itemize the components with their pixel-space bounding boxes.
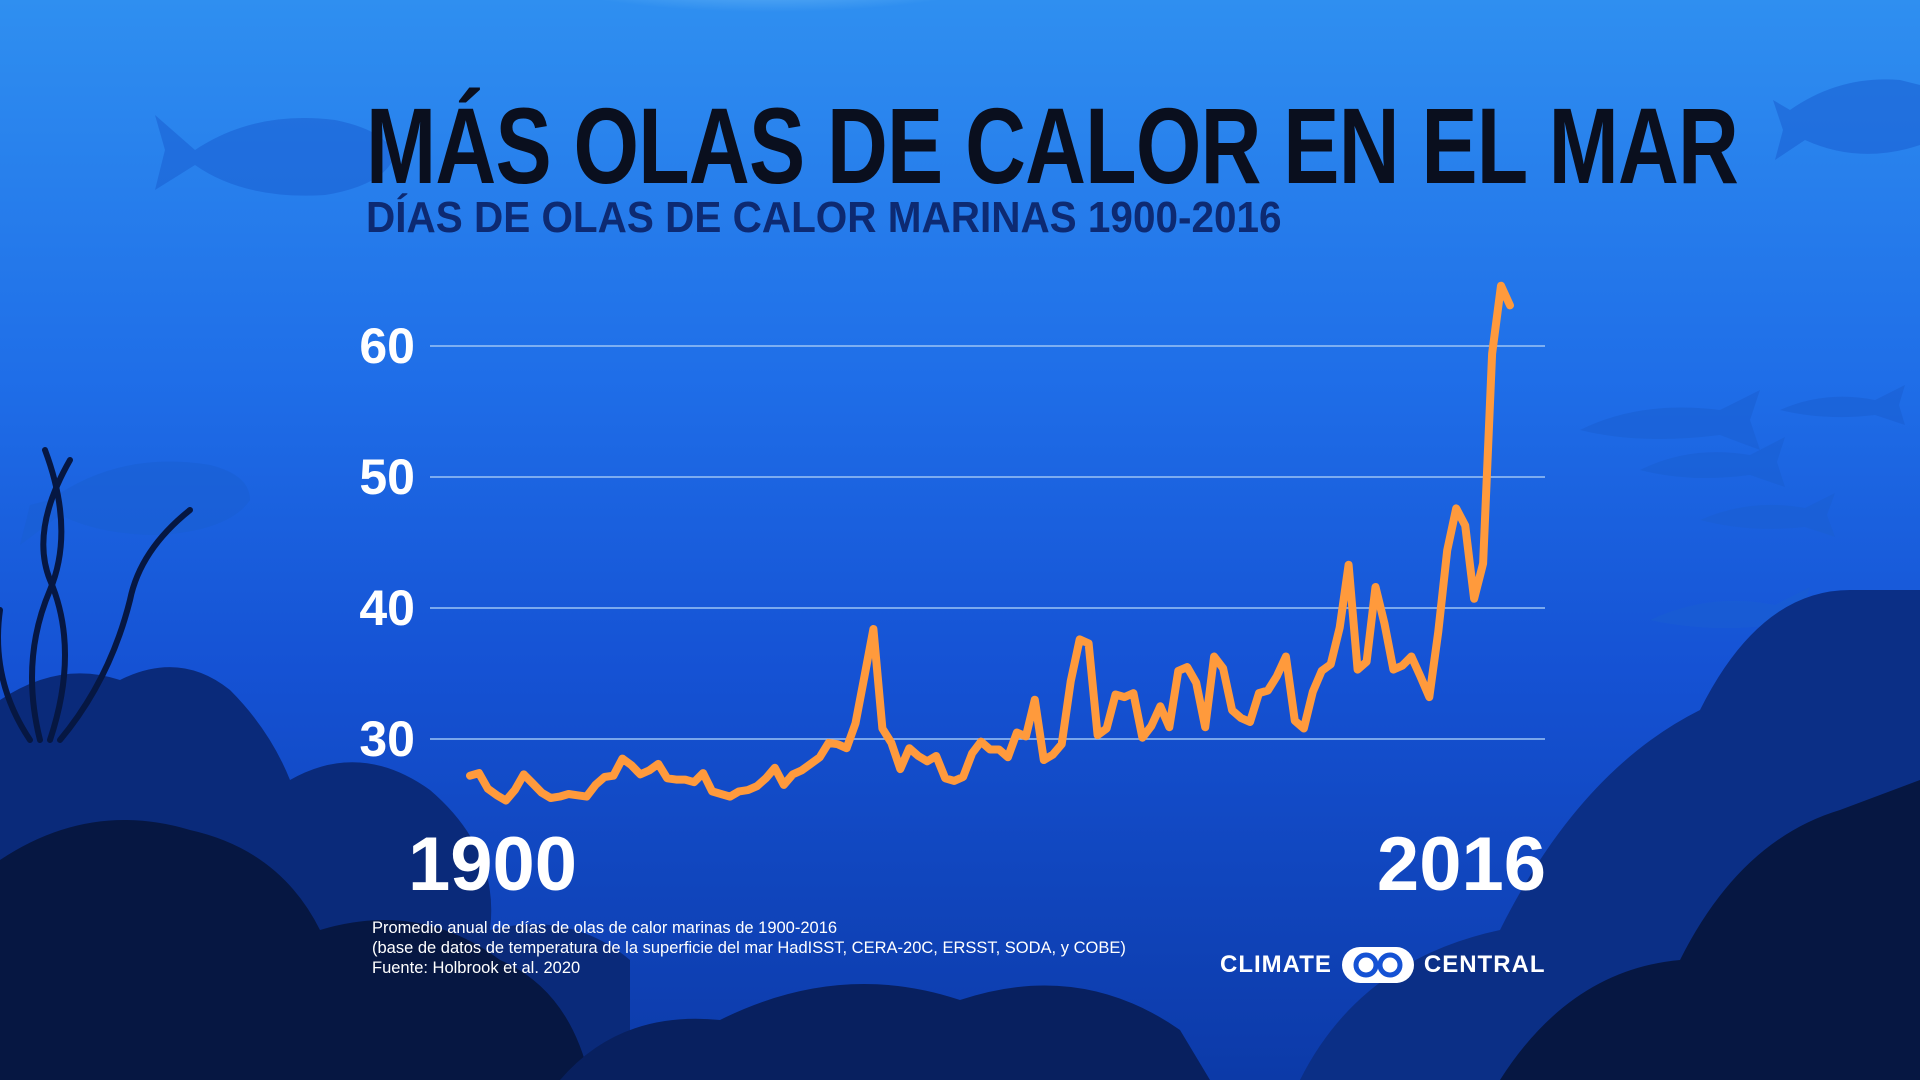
logo-text-right: CENTRAL bbox=[1423, 951, 1546, 978]
y-tick-label: 50 bbox=[359, 449, 415, 505]
source-note: Promedio anual de días de olas de calor … bbox=[372, 918, 1126, 978]
y-tick-label: 40 bbox=[359, 580, 415, 636]
logo-text-left: CLIMATE bbox=[1220, 951, 1332, 978]
gridlines bbox=[430, 345, 1545, 740]
seafloor-rocks bbox=[0, 590, 1920, 1080]
y-axis-ticks: 30 40 50 60 bbox=[359, 318, 415, 767]
source-line: Fuente: Holbrook et al. 2020 bbox=[372, 959, 581, 977]
climate-central-logo: CLIMATE CENTRAL bbox=[1220, 942, 1546, 988]
chart-subtitle: DÍAS DE OLAS DE CALOR MARINAS 1900-2016 bbox=[366, 193, 1282, 242]
surface-light bbox=[510, 0, 1030, 60]
x-tick-label: 2016 bbox=[1377, 822, 1546, 907]
x-axis-ticks: 1900 2016 bbox=[408, 822, 1546, 907]
source-line: Promedio anual de días de olas de calor … bbox=[372, 919, 838, 937]
series-line-marine-heatwave-days bbox=[466, 281, 1514, 805]
x-tick-label: 1900 bbox=[408, 822, 577, 907]
seaweed bbox=[0, 447, 193, 743]
chart-title: MÁS OLAS DE CALOR EN EL MAR bbox=[366, 85, 1739, 206]
source-line: (base de datos de temperatura de la supe… bbox=[372, 939, 1126, 957]
fish-silhouettes bbox=[20, 79, 1920, 637]
logo-rings-icon bbox=[1341, 947, 1414, 983]
y-tick-label: 30 bbox=[359, 711, 415, 767]
series-group bbox=[466, 281, 1514, 805]
y-tick-label: 60 bbox=[359, 318, 415, 374]
